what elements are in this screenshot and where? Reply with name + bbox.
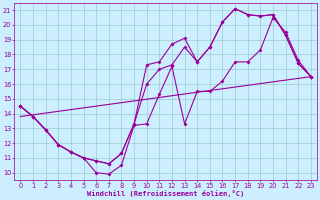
X-axis label: Windchill (Refroidissement éolien,°C): Windchill (Refroidissement éolien,°C) (87, 190, 244, 197)
